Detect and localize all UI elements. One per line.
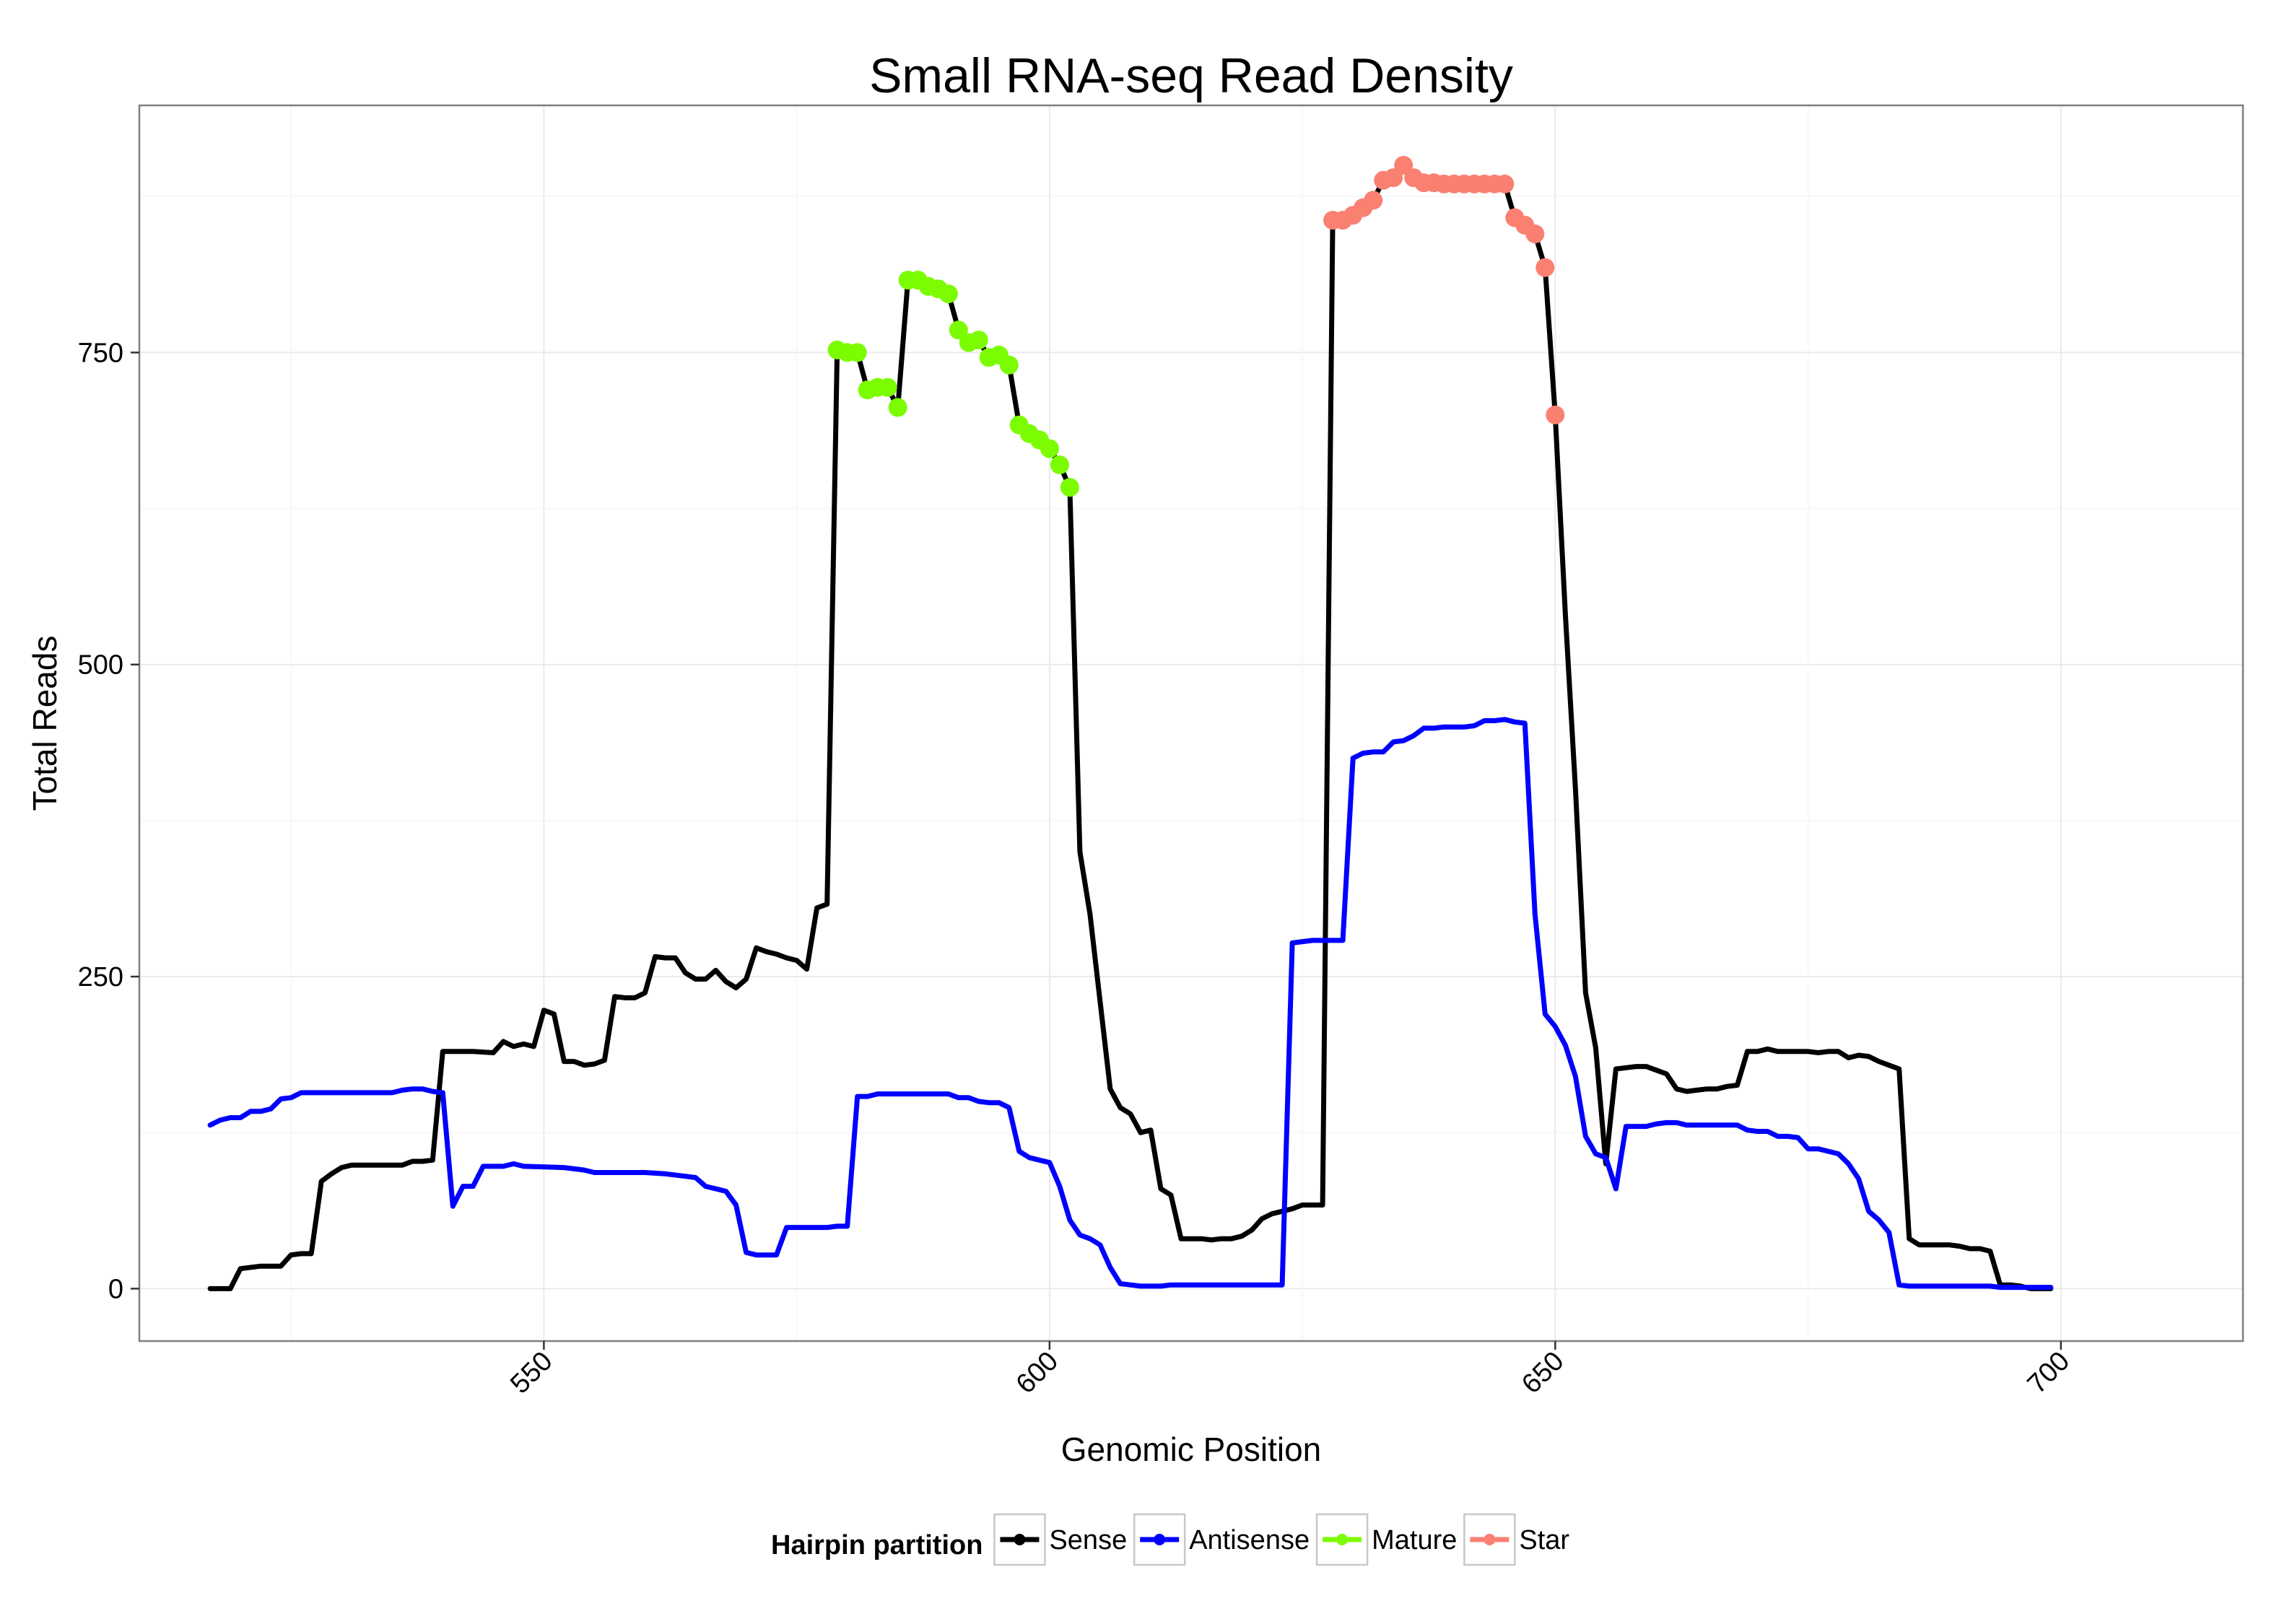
point-mature	[938, 284, 958, 304]
point-mature	[888, 398, 907, 417]
point-mature	[1050, 455, 1069, 474]
series-layer	[207, 156, 2054, 1291]
point-star	[1495, 174, 1515, 193]
legend-entries: Sense Antisense Mature Star	[993, 1513, 1569, 1566]
legend: Hairpin partition Sense Antisense Mature St…	[771, 1513, 1569, 1566]
point-mature	[878, 377, 897, 397]
legend-key-point	[1484, 1534, 1496, 1545]
panel-border	[138, 104, 2244, 1343]
point-star	[1535, 258, 1555, 277]
y-axis-title: Total Reads	[26, 636, 64, 811]
legend-title: Hairpin partition	[771, 1530, 983, 1560]
point-mature	[1060, 478, 1079, 497]
point-star	[1525, 224, 1545, 244]
plot-panel	[139, 105, 2243, 1341]
y-tick-label: 750	[78, 338, 123, 368]
legend-key-point	[1154, 1534, 1166, 1545]
y-tick-label: 0	[108, 1274, 123, 1304]
legend-key-point	[1014, 1534, 1026, 1545]
point-star	[1546, 405, 1565, 424]
point-mature	[1040, 439, 1059, 458]
chart-title: Small RNA-seq Read Density	[869, 48, 1513, 103]
legend-label: Sense	[1049, 1525, 1127, 1555]
x-axis-title: Genomic Position	[1061, 1431, 1322, 1468]
legend-label: Mature	[1372, 1525, 1457, 1555]
point-star	[1394, 156, 1413, 175]
grid	[139, 105, 2243, 1341]
point-star	[1364, 191, 1383, 210]
y-axis: 0 250 500 750	[78, 338, 139, 1304]
legend-key-point	[1336, 1534, 1349, 1545]
y-tick-label: 250	[78, 962, 123, 992]
point-star	[1384, 168, 1403, 188]
point-mature	[848, 343, 867, 362]
legend-label: Antisense	[1189, 1525, 1310, 1555]
point-mature	[999, 355, 1019, 375]
point-mature	[949, 320, 968, 340]
legend-label: Star	[1519, 1525, 1569, 1555]
series-line-antisense	[207, 717, 2054, 1291]
y-tick-label: 500	[78, 650, 123, 681]
point-mature	[969, 331, 988, 350]
series-line-sense	[207, 162, 2054, 1291]
